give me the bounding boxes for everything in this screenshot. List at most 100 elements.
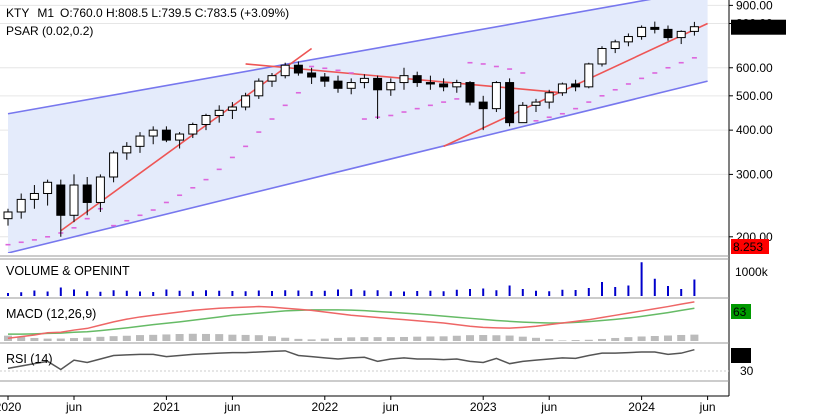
price-tick-label: 600.00 — [736, 61, 773, 75]
candle — [109, 150, 119, 183]
candle — [439, 78, 449, 92]
macd-histogram-bar — [83, 337, 92, 341]
candle-body — [333, 80, 343, 89]
candle — [399, 67, 409, 90]
price-tick-label: 900.00 — [736, 0, 773, 12]
time-tick-label: 2020 — [0, 400, 22, 414]
candle-body — [69, 184, 79, 216]
price-tick-label: 300.00 — [736, 167, 773, 181]
candles — [3, 21, 699, 237]
candle-body — [267, 75, 277, 82]
macd-histogram-bar — [545, 339, 554, 341]
macd-panel-title: MACD (12,26,9) — [6, 307, 96, 321]
macd-histogram-bar — [624, 337, 633, 341]
macd-histogram-bar — [188, 333, 197, 341]
candle-body — [241, 95, 251, 108]
macd-histogram-bar — [505, 335, 514, 341]
volume-axis-tick: 1000k — [735, 265, 769, 279]
channel-lower-line[interactable] — [7, 80, 708, 253]
candle-body — [425, 82, 435, 85]
candle — [3, 208, 13, 226]
candle-body — [188, 123, 198, 135]
candle — [267, 72, 277, 87]
macd-value-badge — [731, 304, 751, 319]
candle — [465, 81, 475, 106]
macd-histogram-bar — [413, 336, 422, 341]
candle-body — [56, 184, 66, 216]
macd-histogram-bar — [650, 335, 659, 341]
time-ticks: 2020 jun 2021 jun 2022 jun 2023 jun 2024 jun — [0, 396, 716, 414]
macd-histogram-bar — [215, 334, 224, 341]
candle-body — [637, 26, 647, 38]
candle-body — [122, 145, 132, 154]
macd-histogram-bar — [70, 338, 78, 341]
channel-upper-line[interactable] — [7, 0, 708, 115]
candle — [491, 81, 501, 113]
macd-histogram-bar — [307, 339, 316, 341]
rsi-line — [7, 348, 695, 371]
candle-body — [359, 77, 369, 84]
candle-body — [320, 76, 330, 82]
time-tick-label: jun — [223, 400, 240, 414]
candle-body — [214, 109, 224, 116]
price-ticks: 900.00800.00600.00500.00400.00300.00200.… — [729, 0, 773, 244]
candle — [122, 142, 132, 160]
candle-body — [3, 211, 13, 220]
candle-body — [161, 129, 171, 141]
macd-panel: MACD (12,26,9) 63 — [4, 301, 751, 341]
candle — [518, 102, 528, 124]
macd-histogram-bar — [122, 335, 131, 341]
macd-histogram-bar — [466, 335, 474, 341]
candle-body — [557, 83, 567, 94]
candle — [346, 78, 356, 95]
price-axis[interactable]: 900.00800.00600.00500.00400.00300.00200.… — [728, 0, 786, 396]
time-tick-label: 2023 — [470, 400, 497, 414]
candle-body — [478, 101, 488, 110]
candle — [227, 102, 237, 120]
candle-body — [307, 72, 317, 78]
candle — [29, 185, 39, 209]
psar-indicator-label: PSAR (0.02,0.2) — [6, 24, 93, 38]
macd-histogram-bar — [109, 336, 118, 341]
candle-body — [518, 104, 528, 124]
time-axis[interactable]: 2020 jun 2021 jun 2022 jun 2023 jun 2024 jun — [0, 395, 729, 414]
macd-histogram-bar — [268, 336, 276, 341]
candle-body — [95, 176, 105, 203]
candle-body — [16, 198, 26, 213]
channel-fill — [8, 0, 708, 253]
candle — [544, 89, 554, 109]
candle-body — [597, 48, 607, 65]
candle-body — [227, 106, 237, 111]
psar-value-badge: 8.253 — [731, 239, 769, 254]
time-tick-label: jun — [699, 400, 716, 414]
time-tick-label: jun — [65, 400, 82, 414]
candle — [610, 39, 620, 54]
macd-histogram-bar — [162, 334, 171, 341]
candle — [175, 132, 185, 149]
candle-body — [148, 129, 158, 137]
candle — [412, 71, 422, 87]
candle — [386, 78, 396, 96]
macd-histogram-bar — [360, 337, 369, 341]
macd-histogram-bar — [56, 338, 65, 341]
candle — [241, 92, 251, 111]
macd-histogram-bar — [228, 334, 237, 341]
macd-histogram-bar — [149, 334, 158, 341]
macd-histogram-bar — [373, 337, 382, 341]
candle-body — [452, 82, 462, 88]
volume-panel-title: VOLUME & OPENINT — [6, 264, 130, 278]
macd-histogram-bar — [334, 337, 342, 341]
candle — [623, 33, 633, 47]
macd-histogram — [4, 333, 699, 341]
candle-body — [201, 114, 211, 125]
candle — [505, 78, 515, 127]
candle — [557, 82, 567, 96]
candle-body — [439, 83, 449, 88]
macd-histogram-bar — [479, 335, 488, 341]
candle — [254, 78, 264, 99]
candle — [161, 126, 171, 143]
chart-header-ohlc: KTY M1 O:760.0 H:808.5 L:739.5 C:783.5 (+3… — [6, 6, 289, 20]
candle — [663, 25, 673, 41]
macd-histogram-bar — [584, 339, 593, 341]
